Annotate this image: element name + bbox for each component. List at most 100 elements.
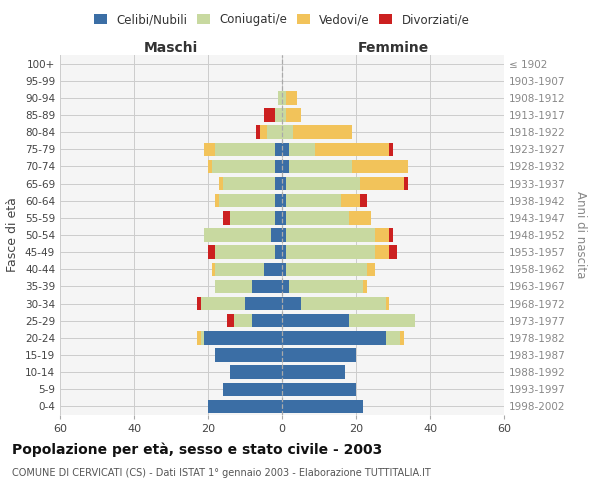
- Bar: [208, 246, 215, 259]
- Bar: [215, 194, 219, 207]
- Bar: [286, 177, 360, 190]
- Bar: [282, 246, 286, 259]
- Text: Maschi: Maschi: [144, 41, 198, 55]
- Bar: [352, 160, 408, 173]
- Bar: [282, 177, 286, 190]
- Bar: [223, 177, 275, 190]
- Y-axis label: Fasce di età: Fasce di età: [7, 198, 19, 272]
- Bar: [282, 297, 301, 310]
- Bar: [282, 366, 345, 379]
- Bar: [267, 126, 282, 139]
- Bar: [282, 108, 286, 122]
- Bar: [215, 280, 253, 293]
- Legend: Celibi/Nubili, Coniugati/e, Vedovi/e, Divorziati/e: Celibi/Nubili, Coniugati/e, Vedovi/e, Di…: [89, 8, 475, 31]
- Bar: [215, 262, 263, 276]
- Bar: [223, 382, 282, 396]
- Bar: [204, 228, 271, 241]
- Bar: [253, 280, 282, 293]
- Bar: [219, 194, 275, 207]
- Bar: [400, 331, 404, 344]
- Bar: [260, 126, 267, 139]
- Bar: [197, 331, 200, 344]
- Bar: [282, 160, 289, 173]
- Bar: [275, 194, 282, 207]
- Bar: [289, 280, 364, 293]
- Bar: [386, 331, 400, 344]
- Bar: [275, 211, 282, 224]
- Bar: [200, 297, 245, 310]
- Bar: [271, 228, 282, 241]
- Text: COMUNE DI CERVICATI (CS) - Dati ISTAT 1° gennaio 2003 - Elaborazione TUTTITALIA.: COMUNE DI CERVICATI (CS) - Dati ISTAT 1°…: [12, 468, 431, 477]
- Bar: [301, 297, 386, 310]
- Bar: [374, 246, 389, 259]
- Bar: [282, 382, 356, 396]
- Bar: [204, 331, 282, 344]
- Bar: [263, 262, 282, 276]
- Bar: [245, 297, 282, 310]
- Bar: [289, 142, 316, 156]
- Bar: [282, 142, 289, 156]
- Bar: [212, 262, 215, 276]
- Bar: [360, 177, 404, 190]
- Bar: [275, 160, 282, 173]
- Bar: [223, 211, 230, 224]
- Bar: [275, 142, 282, 156]
- Bar: [364, 280, 367, 293]
- Bar: [215, 246, 275, 259]
- Bar: [282, 126, 293, 139]
- Bar: [282, 348, 356, 362]
- Text: Popolazione per età, sesso e stato civile - 2003: Popolazione per età, sesso e stato civil…: [12, 442, 382, 457]
- Bar: [227, 314, 234, 328]
- Bar: [293, 126, 352, 139]
- Bar: [230, 211, 275, 224]
- Bar: [286, 91, 297, 104]
- Bar: [289, 160, 352, 173]
- Bar: [360, 194, 367, 207]
- Bar: [286, 194, 341, 207]
- Bar: [208, 160, 212, 173]
- Bar: [282, 331, 386, 344]
- Bar: [275, 246, 282, 259]
- Bar: [278, 91, 282, 104]
- Bar: [204, 142, 215, 156]
- Bar: [212, 160, 275, 173]
- Bar: [197, 297, 200, 310]
- Bar: [275, 177, 282, 190]
- Bar: [341, 194, 360, 207]
- Bar: [389, 142, 393, 156]
- Bar: [282, 314, 349, 328]
- Y-axis label: Anni di nascita: Anni di nascita: [574, 192, 587, 278]
- Bar: [275, 108, 282, 122]
- Bar: [386, 297, 389, 310]
- Bar: [349, 314, 415, 328]
- Bar: [367, 262, 374, 276]
- Bar: [282, 91, 286, 104]
- Bar: [282, 400, 364, 413]
- Bar: [389, 228, 393, 241]
- Bar: [404, 177, 408, 190]
- Bar: [219, 177, 223, 190]
- Bar: [215, 348, 282, 362]
- Bar: [263, 108, 275, 122]
- Bar: [256, 126, 260, 139]
- Bar: [349, 211, 371, 224]
- Bar: [374, 228, 389, 241]
- Bar: [282, 211, 286, 224]
- Bar: [286, 211, 349, 224]
- Bar: [286, 246, 374, 259]
- Bar: [230, 366, 282, 379]
- Bar: [282, 194, 286, 207]
- Bar: [316, 142, 389, 156]
- Bar: [215, 142, 275, 156]
- Bar: [234, 314, 253, 328]
- Bar: [286, 262, 367, 276]
- Bar: [208, 400, 282, 413]
- Bar: [282, 228, 286, 241]
- Bar: [286, 228, 374, 241]
- Bar: [282, 262, 286, 276]
- Bar: [286, 108, 301, 122]
- Text: Femmine: Femmine: [358, 41, 428, 55]
- Bar: [253, 314, 282, 328]
- Bar: [200, 331, 204, 344]
- Bar: [282, 280, 289, 293]
